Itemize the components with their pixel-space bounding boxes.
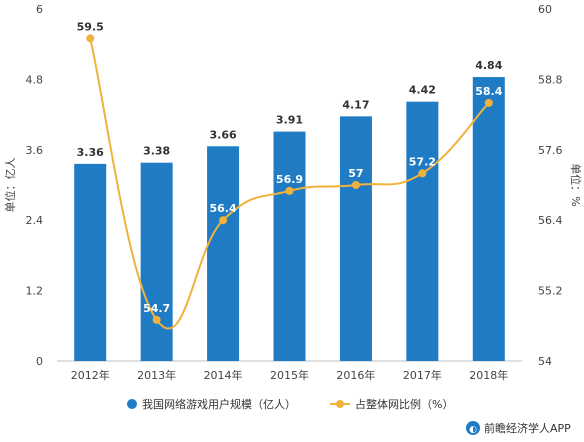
bar <box>472 77 505 361</box>
bar-value-label: 3.38 <box>143 145 170 158</box>
x-tick-label: 2016年 <box>336 368 375 382</box>
brand-text: 前瞻经济学人APP <box>484 421 571 435</box>
bar <box>140 162 173 361</box>
legend: 我国网络游戏用户规模（亿人） 占整体网比例（%） <box>127 397 453 411</box>
x-tick-label: 2015年 <box>270 368 309 382</box>
bars-layer <box>74 77 505 362</box>
bar-value-label: 3.91 <box>276 114 303 127</box>
y-right-tick-label: 58.8 <box>538 73 563 86</box>
bar-value-label: 4.17 <box>342 98 369 111</box>
y-right-tick-label: 54 <box>538 355 552 368</box>
labels-layer: 3.36 3.38 3.66 3.91 4.17 4.42 4.84 59.5 54.7 56.4… <box>77 20 503 315</box>
y-left-tick-label: 3.6 <box>26 144 44 157</box>
line-value-label: 59.5 <box>77 20 104 33</box>
y-right-tick-label: 55.2 <box>538 285 563 298</box>
bar <box>207 146 240 361</box>
line-point <box>86 34 95 43</box>
bar-value-label: 4.84 <box>475 59 502 72</box>
bar <box>273 131 306 361</box>
line-point <box>285 186 294 195</box>
y-left-tick-label: 6 <box>36 3 43 16</box>
line-layer <box>86 34 493 330</box>
y-left-axis-title: 单位：亿人 <box>3 158 17 213</box>
legend-line-dot <box>336 400 344 408</box>
x-tick-label: 2018年 <box>469 368 508 382</box>
legend-line-label: 占整体网比例（%） <box>355 397 453 411</box>
y-right-tick-label: 60 <box>538 3 552 16</box>
legend-bar-label: 我国网络游戏用户规模（亿人） <box>142 397 296 411</box>
line-point <box>484 98 493 107</box>
brand-logo-icon <box>466 421 480 435</box>
y-left-tick-label: 2.4 <box>26 214 44 227</box>
line-series-path <box>89 38 490 330</box>
line-value-label: 56.9 <box>276 173 303 186</box>
x-tick-label: 2013年 <box>137 368 176 382</box>
line-value-label: 56.4 <box>210 202 237 215</box>
y-left-tick-label: 1.2 <box>26 285 44 298</box>
line-point <box>152 315 161 324</box>
line-point <box>418 169 427 178</box>
line-point <box>219 216 228 225</box>
bar-value-label: 3.66 <box>210 128 237 141</box>
y-left-tick-label: 0 <box>36 355 43 368</box>
legend-bar-marker <box>127 399 137 409</box>
line-value-label: 57.2 <box>409 155 436 168</box>
brand-logo-glyph: ◐ <box>469 425 477 435</box>
line-point <box>351 181 360 189</box>
x-tick-label: 2014年 <box>204 368 243 382</box>
bar-value-label: 3.36 <box>77 146 104 159</box>
y-right-tick-label: 56.4 <box>538 214 563 227</box>
y-left-tick-label: 4.8 <box>26 73 44 86</box>
brand: ◐ 前瞻经济学人APP <box>466 421 571 435</box>
bar <box>339 116 372 361</box>
x-tick-label: 2017年 <box>403 368 442 382</box>
line-value-label: 54.7 <box>143 302 170 315</box>
y-right-axis-title: 单位：% <box>569 163 583 206</box>
line-value-label: 57 <box>348 167 363 180</box>
y-right-tick-label: 57.6 <box>538 144 563 157</box>
x-tick-label: 2012年 <box>71 368 110 382</box>
line-value-label: 58.4 <box>475 85 502 98</box>
bar <box>406 101 439 362</box>
axes-layer: 0 1.2 2.4 3.6 4.8 6 54 55.2 56.4 57.6 58.8 60 单位：亿人 单… <box>3 3 583 382</box>
bar <box>74 163 107 361</box>
bar-value-label: 4.42 <box>409 84 436 97</box>
